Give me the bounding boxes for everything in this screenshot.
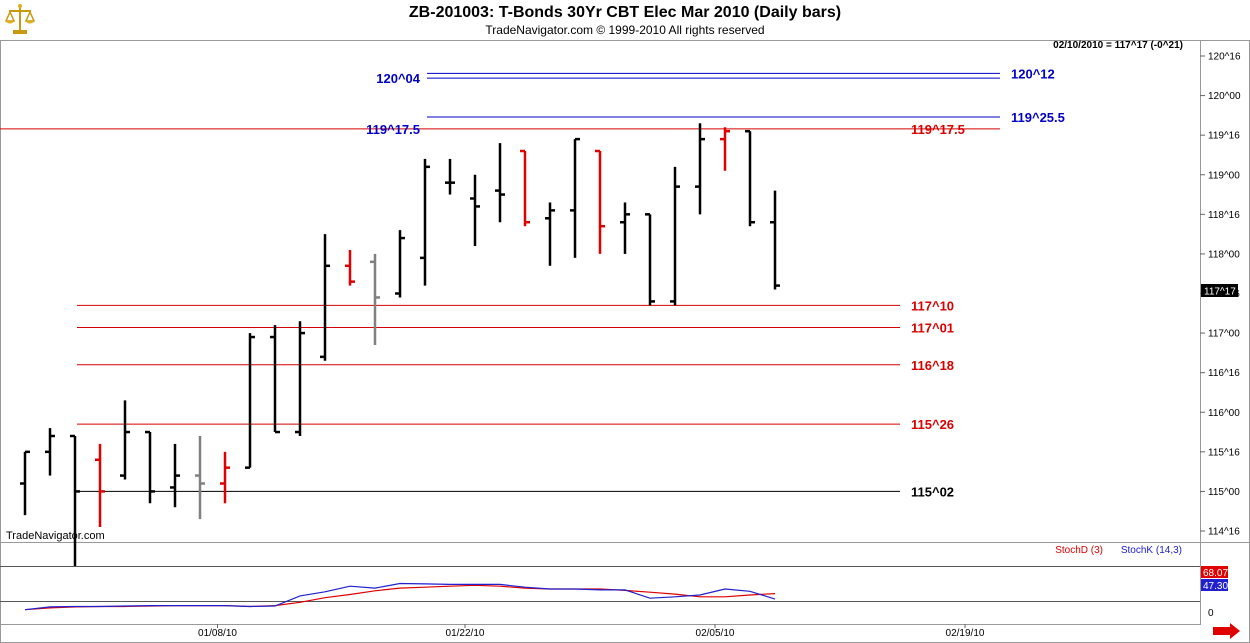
price-tick-label: 120^16 [1208,52,1241,63]
level-label: 116^18 [911,358,954,373]
price-tick-label: 118^00 [1208,249,1240,260]
ohlc-bar [320,234,330,361]
price-tick-label: 119^00 [1208,170,1240,181]
ohlc-bar [20,450,30,516]
ohlc-bar [670,166,680,306]
level-label: 115^02 [911,484,954,499]
stochk-legend: StochK (14,3) [1121,545,1182,556]
level-label: 119^25.5 [1011,110,1065,125]
price-tick-label: 120^00 [1208,91,1241,102]
price-bars [20,123,780,567]
ohlc-bar [620,202,630,254]
ohlc-bar [245,333,255,469]
price-tick-label: 116^16 [1208,368,1240,379]
level-label: 119^17.5 [911,122,965,137]
last-price-info: 02/10/2010 = 117^17 (-0^21) [1053,40,1183,51]
level-label: 117^10 [911,298,954,313]
ohlc-bar [695,123,705,215]
ohlc-bar [520,149,530,227]
ohlc-bar [95,443,105,528]
ohlc-bar [395,230,405,298]
ohlc-bar [570,137,580,258]
chart-title: ZB-201003: T-Bonds 30Yr CBT Elec Mar 201… [408,4,842,21]
stochd-value-marker [1201,566,1228,578]
level-label: 117^01 [911,321,954,336]
ohlc-bar [295,321,305,436]
time-tick-label: 01/22/10 [446,628,485,639]
price-tick-label: 118^16 [1208,210,1240,221]
level-label: 120^12 [1011,66,1055,81]
ohlc-bar [170,443,180,508]
ohlc-bar [345,249,355,286]
ohlc-bar [720,127,730,171]
ohlc-bar [145,430,155,504]
ohlc-bar [420,158,430,286]
price-tick-label: 116^00 [1208,408,1240,419]
arrow-right-icon[interactable] [1213,623,1240,639]
ohlc-bar [220,451,230,504]
time-tick-label: 02/05/10 [696,628,735,639]
price-tick-label: 117^00 [1208,329,1240,340]
level-lines: 120^12 120^04 119^25.5 119^17.5 119^17.5 117^… [0,66,1065,499]
current-price-marker [1201,284,1238,297]
ohlc-bar [195,436,205,520]
stochk-value: 47.30 [1203,581,1228,592]
ohlc-bar [70,434,80,567]
time-tick-label: 02/19/10 [946,628,985,639]
watermark: TradeNavigator.com [6,530,105,542]
level-label: 119^17.5 [366,122,420,137]
time-tick-label: 01/08/10 [198,628,237,639]
chart-header: ZB-201003: T-Bonds 30Yr CBT Elec Mar 201… [0,0,1250,40]
stochd-value: 68.07 [1203,568,1228,579]
stochk-value-marker [1201,579,1228,591]
price-tick-label: 115^00 [1208,487,1240,498]
stochd-legend: StochD (3) [1055,545,1103,556]
copyright-text: TradeNavigator.com © 1999-2010 All right… [485,23,765,37]
ohlc-bar [45,428,55,476]
ohlc-bar [495,143,505,223]
ohlc-bar [445,158,455,195]
ohlc-bar [120,400,130,480]
stochk-line [24,582,776,611]
price-tick-label: 119^16 [1208,131,1240,142]
ohlc-bar [745,129,755,227]
ohlc-bar [595,149,605,254]
ohlc-bar [470,174,480,246]
ohlc-bar [545,202,555,266]
price-tick-label: 114^16 [1208,527,1240,538]
ohlc-bar [645,213,655,306]
stoch-zero-tick: 0 [1208,608,1214,619]
ohlc-bar [770,190,780,290]
current-price-label: 117^17 [1204,287,1236,298]
time-axis: 01/08/10 01/22/10 02/05/10 02/19/10 [198,624,985,639]
scales-logo-icon[interactable] [4,3,36,37]
stochastic-panel [0,566,1200,611]
ohlc-bar [370,253,380,345]
ohlc-bar [270,325,280,434]
level-label: 120^04 [376,71,421,86]
level-label: 115^26 [911,417,954,432]
price-tick-label: 115^16 [1208,447,1240,458]
